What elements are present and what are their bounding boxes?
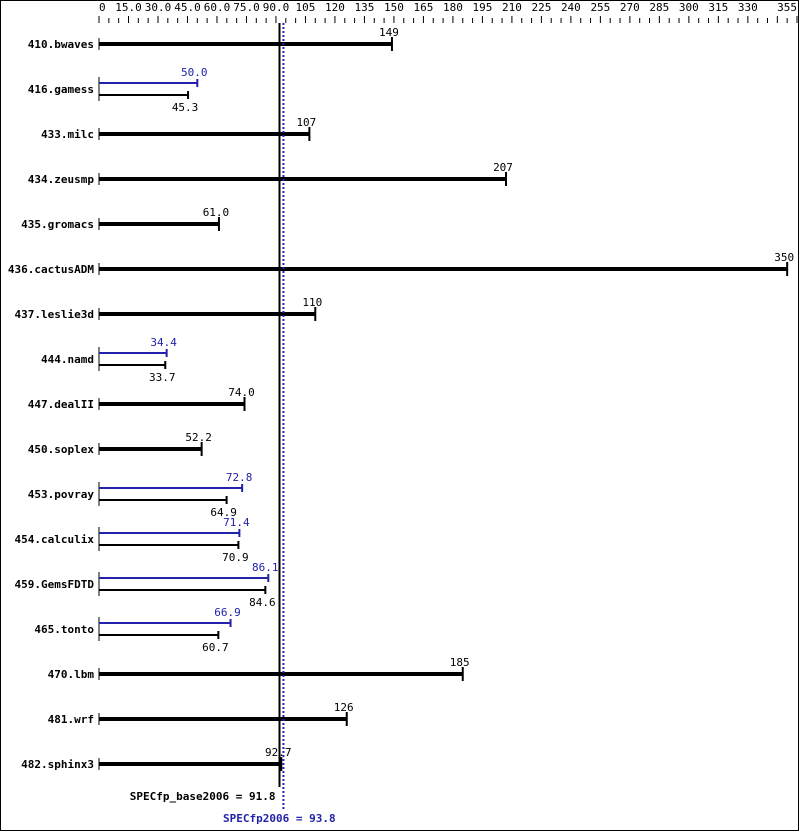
peak-value-label: 86.1 xyxy=(252,561,279,574)
base-value-label: 64.9 xyxy=(210,506,237,519)
tick-label: 315 xyxy=(708,1,728,14)
tick-label: 285 xyxy=(649,1,669,14)
base-value-label: 149 xyxy=(379,26,399,39)
category-label: 453.povray xyxy=(28,488,95,501)
base-value-label: 33.7 xyxy=(149,371,176,384)
category-label: 459.GemsFDTD xyxy=(15,578,95,591)
tick-label: 60.0 xyxy=(204,1,231,14)
base-value-label: 45.3 xyxy=(172,101,199,114)
category-label: 481.wrf xyxy=(48,713,94,726)
base-value-label: 52.2 xyxy=(185,431,212,444)
tick-label: 75.0 xyxy=(233,1,260,14)
tick-label: 300 xyxy=(679,1,699,14)
base-value-label: 61.0 xyxy=(203,206,230,219)
category-label: 454.calculix xyxy=(15,533,95,546)
tick-label: 105 xyxy=(296,1,316,14)
category-label: 416.gamess xyxy=(28,83,94,96)
base-value-label: 84.6 xyxy=(249,596,276,609)
tick-label: 240 xyxy=(561,1,581,14)
base-value-label: 126 xyxy=(334,701,354,714)
category-label: 470.lbm xyxy=(48,668,95,681)
base-value-label: 110 xyxy=(302,296,322,309)
base-value-label: 107 xyxy=(296,116,316,129)
peak-value-label: 71.4 xyxy=(223,516,250,529)
category-label: 434.zeusmp xyxy=(28,173,95,186)
tick-label: 180 xyxy=(443,1,463,14)
tick-label: 355 xyxy=(777,1,797,14)
tick-label: 150 xyxy=(384,1,404,14)
base-value-label: 350 xyxy=(774,251,794,264)
tick-label: 270 xyxy=(620,1,640,14)
base-value-label: 92.7 xyxy=(265,746,292,759)
peak-value-label: 72.8 xyxy=(226,471,253,484)
base-reference-label: SPECfp_base2006 = 91.8 xyxy=(130,790,276,803)
peak-value-label: 66.9 xyxy=(214,606,241,619)
category-label: 436.cactusADM xyxy=(8,263,94,276)
tick-label: 255 xyxy=(590,1,610,14)
tick-label: 45.0 xyxy=(174,1,201,14)
tick-label: 135 xyxy=(354,1,374,14)
tick-label: 210 xyxy=(502,1,522,14)
base-value-label: 74.0 xyxy=(228,386,255,399)
tick-label: 0 xyxy=(99,1,106,14)
tick-label: 330 xyxy=(738,1,758,14)
tick-label: 90.0 xyxy=(263,1,290,14)
tick-label: 165 xyxy=(413,1,433,14)
base-value-label: 207 xyxy=(493,161,513,174)
category-label: 444.namd xyxy=(41,353,94,366)
category-label: 410.bwaves xyxy=(28,38,94,51)
category-label: 465.tonto xyxy=(34,623,94,636)
category-label: 435.gromacs xyxy=(21,218,94,231)
category-label: 447.dealII xyxy=(28,398,94,411)
peak-reference-label: SPECfp2006 = 93.8 xyxy=(223,812,336,825)
tick-label: 15.0 xyxy=(115,1,142,14)
category-label: 482.sphinx3 xyxy=(21,758,94,771)
tick-label: 30.0 xyxy=(145,1,172,14)
peak-value-label: 34.4 xyxy=(150,336,177,349)
base-value-label: 60.7 xyxy=(202,641,229,654)
base-value-label: 70.9 xyxy=(222,551,249,564)
category-label: 433.milc xyxy=(41,128,94,141)
category-label: 450.soplex xyxy=(28,443,95,456)
tick-label: 195 xyxy=(472,1,492,14)
tick-label: 120 xyxy=(325,1,345,14)
peak-value-label: 50.0 xyxy=(181,66,208,79)
category-label: 437.leslie3d xyxy=(15,308,94,321)
tick-label: 225 xyxy=(531,1,551,14)
base-value-label: 185 xyxy=(450,656,470,669)
